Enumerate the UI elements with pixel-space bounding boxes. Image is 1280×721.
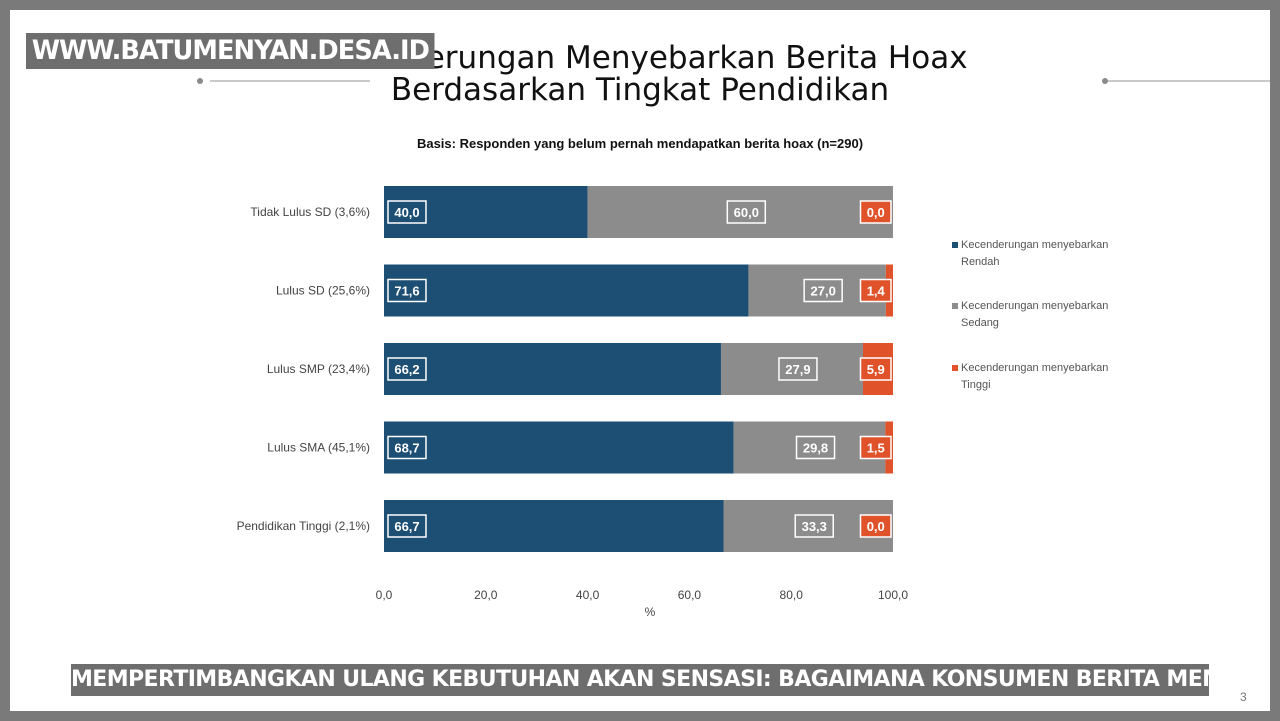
bar-segment: [384, 264, 749, 317]
legend-entry-text: Sedang: [961, 317, 999, 329]
data-label-box: [387, 514, 427, 538]
category-label: Lulus SMA (45,1%): [267, 441, 370, 455]
data-label: 60,0: [734, 205, 759, 220]
legend: Kecenderungan menyebarkan Rendah Kecenderu…: [952, 239, 1108, 391]
data-label-box: [387, 200, 427, 224]
x-tick-label: 100,0: [878, 588, 908, 602]
data-label: 66,7: [394, 519, 419, 534]
data-label: 1,5: [867, 441, 885, 456]
data-label-box: [795, 435, 836, 460]
legend-swatch: [952, 365, 958, 371]
data-label-box: [387, 278, 427, 303]
bar-segment: [384, 343, 721, 395]
data-label: 71,6: [394, 284, 419, 299]
data-label-box: [794, 514, 835, 538]
chart-title-line-2: Berdasarkan Tingkat Pendidikan: [391, 72, 889, 108]
labels-layer: Tidak Lulus SD (3,6%) 40,0 60,0 0,0 Lulus SD…: [237, 200, 892, 538]
x-tick-label: 0,0: [376, 588, 393, 602]
data-label-box: [859, 278, 892, 303]
slide: Kecenderungan Menyebarkan Berita Hoax Be…: [10, 10, 1270, 711]
decorative-line-left: [210, 80, 370, 82]
legend-entry-text: Tinggi: [961, 379, 991, 391]
data-label-box: [387, 435, 427, 460]
decorative-line-right: [1106, 80, 1270, 82]
watermark-banner: WWW.BATUMENYAN.DESA.ID: [26, 33, 435, 69]
data-label: 68,7: [394, 441, 419, 456]
caption-banner: MEMPERTIMBANGKAN ULANG KEBUTUHAN AKAN SE…: [71, 664, 1209, 696]
data-label-box: [859, 514, 892, 538]
data-label: 1,4: [867, 284, 886, 299]
data-label-box: [726, 200, 767, 224]
legend-swatch: [952, 242, 958, 248]
x-tick-label: 40,0: [576, 588, 600, 602]
data-label: 0,0: [867, 205, 885, 220]
x-tick-label: 80,0: [780, 588, 804, 602]
legend-entry-text: Kecenderungan menyebarkan: [961, 239, 1108, 251]
legend-entry-text: Kecenderungan menyebarkan: [961, 362, 1108, 374]
data-label-box: [387, 357, 427, 381]
data-label: 33,3: [802, 519, 827, 534]
data-label: 66,2: [394, 362, 419, 377]
bar-segment: [384, 421, 734, 474]
bars-layer: [384, 186, 893, 552]
x-axis-label: %: [645, 605, 656, 619]
x-tick-label: 20,0: [474, 588, 498, 602]
decorative-dot-right: [1102, 78, 1108, 84]
x-axis: 0,0 20,0 40,0 60,0 80,0 100,0: [376, 588, 909, 602]
chart-subtitle: Basis: Responden yang belum pernah menda…: [417, 136, 863, 151]
bar-segment: [384, 500, 724, 552]
data-label-box: [803, 278, 843, 303]
category-label: Lulus SMP (23,4%): [267, 362, 370, 376]
legend-swatch: [952, 303, 958, 309]
category-label: Lulus SD (25,6%): [276, 284, 370, 298]
decorative-dot-left: [197, 78, 203, 84]
data-label-box: [859, 435, 892, 460]
data-label: 29,8: [803, 441, 828, 456]
category-label: Tidak Lulus SD (3,6%): [250, 205, 370, 219]
data-label: 0,0: [867, 519, 885, 534]
data-label-box: [859, 357, 892, 381]
category-label: Pendidikan Tinggi (2,1%): [237, 519, 370, 533]
legend-entry-text: Kecenderungan menyebarkan: [961, 300, 1108, 312]
data-label-box: [859, 200, 892, 224]
data-label-box: [778, 357, 818, 381]
page-number: 3: [1240, 690, 1247, 704]
legend-entry-text: Rendah: [961, 256, 1000, 268]
x-tick-label: 60,0: [678, 588, 702, 602]
data-label: 40,0: [394, 205, 419, 220]
stacked-bar-chart: Kecenderungan Menyebarkan Berita Hoax Be…: [237, 40, 1109, 619]
data-label: 27,9: [785, 362, 810, 377]
data-label: 5,9: [867, 362, 885, 377]
data-label: 27,0: [811, 284, 836, 299]
